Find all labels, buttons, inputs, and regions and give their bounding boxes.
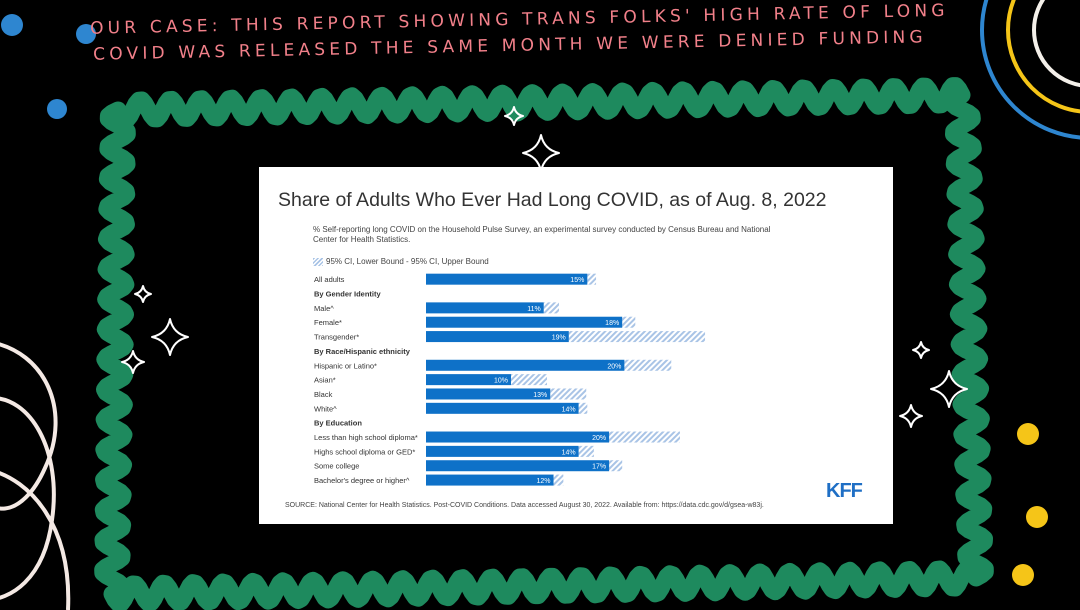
sparkle-icon — [522, 134, 560, 172]
row-label: Some college — [314, 462, 359, 471]
bar — [426, 316, 623, 328]
ci-range — [622, 316, 636, 328]
sparkle-icon — [134, 285, 152, 303]
row-label: Black — [314, 390, 333, 399]
row-label: White^ — [314, 404, 337, 413]
corner-arcs — [980, 0, 1080, 140]
blue-dot — [76, 24, 96, 44]
legend-swatch — [313, 257, 323, 266]
sparkle-icon — [930, 370, 968, 408]
chart-legend: 95% CI, Lower Bound - 95% CI, Upper Boun… — [313, 257, 489, 266]
sparkle-icon — [151, 318, 189, 356]
legend-label: 95% CI, Lower Bound - 95% CI, Upper Boun… — [326, 257, 489, 266]
ci-range — [568, 331, 706, 343]
bar-value-label: 14% — [562, 449, 576, 456]
ci-range — [553, 474, 564, 486]
ci-range — [543, 302, 559, 314]
left-loops — [0, 342, 71, 610]
ci-range — [609, 431, 680, 443]
ci-range — [550, 388, 587, 400]
bar — [426, 388, 551, 400]
row-label: Hispanic or Latino* — [314, 361, 377, 370]
bar-value-label: 20% — [607, 363, 621, 370]
ci-range — [578, 445, 594, 457]
bar-value-label: 15% — [570, 277, 584, 284]
bar-value-label: 20% — [592, 435, 606, 442]
row-label: Asian* — [314, 376, 336, 385]
ci-range — [624, 359, 672, 371]
category-header: By Gender Identity — [314, 290, 382, 299]
bar — [426, 445, 579, 457]
ci-range — [587, 273, 597, 285]
row-label: Bachelor's degree or higher^ — [314, 476, 410, 485]
chart-subtitle: % Self-reporting long COVID on the House… — [313, 225, 771, 244]
row-label: Highs school diploma or GED* — [314, 447, 415, 456]
blue-dot — [1, 14, 23, 36]
yellow-dot — [1026, 506, 1048, 528]
sparkle-icon — [504, 106, 524, 126]
yellow-dot — [1017, 423, 1039, 445]
row-label: All adults — [314, 275, 345, 284]
bar-value-label: 13% — [533, 392, 547, 399]
chart-title: Share of Adults Who Ever Had Long COVID,… — [278, 189, 827, 211]
bar-chart: All adults 15% By Gender Identity Male^ 11% F… — [314, 273, 706, 486]
ci-range — [578, 402, 588, 414]
sparkle-icon — [121, 350, 145, 374]
kff-logo: KFF — [826, 480, 863, 502]
bar-value-label: 12% — [537, 478, 551, 485]
chart-source: SOURCE: National Center for Health Stati… — [285, 502, 764, 509]
bar-value-label: 17% — [592, 464, 606, 471]
ci-range — [609, 460, 623, 472]
wavy-frame — [94, 77, 994, 610]
bar-value-label: 14% — [562, 406, 576, 413]
row-label: Less than high school diploma* — [314, 433, 418, 442]
sparkle-icon — [912, 341, 930, 359]
bar — [426, 431, 610, 443]
category-header: By Education — [314, 419, 362, 428]
row-label: Female* — [314, 318, 342, 327]
sparkle-icon — [899, 404, 923, 428]
bar — [426, 359, 625, 371]
yellow-dot — [1012, 564, 1034, 586]
row-label: Male^ — [314, 304, 334, 313]
bar — [426, 331, 569, 343]
row-label: Transgender* — [314, 333, 359, 342]
bar — [426, 402, 579, 414]
bar — [426, 460, 610, 472]
category-header: By Race/Hispanic ethnicity — [314, 347, 411, 356]
bar-value-label: 18% — [605, 320, 619, 327]
ci-range — [511, 374, 547, 386]
bar-value-label: 11% — [527, 306, 541, 313]
bar — [426, 273, 588, 285]
bar-value-label: 19% — [552, 335, 566, 342]
bar — [426, 374, 512, 386]
bar — [426, 474, 554, 486]
chart-card: Share of Adults Who Ever Had Long COVID,… — [259, 167, 893, 524]
blue-dot — [47, 99, 67, 119]
bar-value-label: 10% — [494, 378, 508, 385]
bar — [426, 302, 544, 314]
